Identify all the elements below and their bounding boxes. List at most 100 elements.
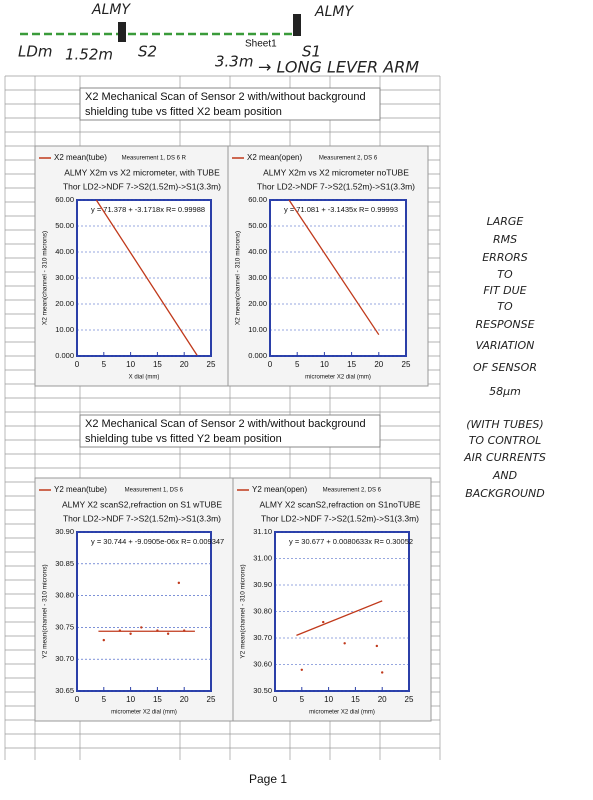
fit-equation: y = 30.744 + -9.0905e-06x R= 0.009347 <box>91 537 224 546</box>
data-point <box>375 644 379 648</box>
handwritten-note: ERRORS <box>482 251 528 264</box>
y-axis-label: Y2 mean(channel - 310 microns) <box>42 564 49 658</box>
chart-title: ALMY X2m vs X2 micrometer, with TUBE <box>64 167 220 177</box>
y-tick-label: 30.80 <box>55 591 74 600</box>
section-title: shielding tube vs fitted Y2 beam positio… <box>85 433 282 445</box>
data-point <box>300 668 303 671</box>
x-tick-label: 15 <box>153 360 162 369</box>
section-box <box>79 414 381 448</box>
data-point <box>118 629 122 632</box>
chart-subtitle: Thor LD2->NDF 7->S2(1.52m)->S1(3.3m) <box>261 513 419 523</box>
handwritten-note: 58µm <box>489 385 521 398</box>
x-tick-label: 20 <box>180 695 189 704</box>
handwritten-note: OF SENSOR <box>473 361 537 374</box>
chart-subtitle: Thor LD2->NDF 7->S2(1.52m)->S1(3.3m) <box>257 181 415 191</box>
chart-header: Measurement 1, DS 6 <box>125 488 184 494</box>
x-axis-label: X dial (mm) <box>129 375 160 381</box>
x-tick-label: 10 <box>320 360 329 369</box>
x-tick-label: 15 <box>153 695 162 704</box>
handwritten-note: AND <box>492 469 517 482</box>
y-tick-label: 60.00 <box>55 195 74 204</box>
x-tick-label: 5 <box>300 695 305 704</box>
handwritten-note: BACKGROUND <box>465 487 545 500</box>
fit-line <box>296 600 383 636</box>
sensor-s2 <box>118 22 126 42</box>
x-tick-label: 15 <box>351 695 360 704</box>
handwritten-note: TO CONTROL <box>469 434 542 447</box>
handwritten-note: RMS <box>493 233 517 246</box>
handwritten-label: 1.52m <box>65 46 113 64</box>
x-tick-label: 15 <box>347 360 356 369</box>
x-axis-label: micrometer X2 dial (mm) <box>111 710 177 716</box>
y-tick-label: 30.90 <box>55 527 74 536</box>
x-tick-label: 0 <box>273 695 278 704</box>
x-tick-label: 5 <box>102 360 107 369</box>
handwritten-note: FIT DUE <box>483 284 526 297</box>
handwritten-note: TO <box>497 268 513 281</box>
fit-line <box>288 199 380 336</box>
legend-label: Y2 mean(tube) <box>54 485 107 494</box>
y-axis-label: X2 mean(channel - 310 microns) <box>42 231 49 325</box>
handwritten-label: S2 <box>138 43 157 61</box>
data-point <box>183 629 186 632</box>
chart-header: Measurement 2, DS 6 <box>323 488 382 494</box>
handwritten-label: 3.3m <box>215 53 253 71</box>
handwritten-note: RESPONSE <box>475 318 534 331</box>
y-tick-label: 10.00 <box>248 325 267 334</box>
data-point <box>140 626 143 629</box>
handwritten-label: LDm <box>18 43 53 61</box>
handwritten-label: ALMY <box>314 4 354 20</box>
x-tick-label: 10 <box>324 695 333 704</box>
legend-label: X2 mean(tube) <box>54 153 107 162</box>
sensor-s1 <box>293 14 301 36</box>
chart-title: ALMY X2 scanS2,refraction on S1 wTUBE <box>62 499 222 509</box>
x-tick-label: 0 <box>268 360 273 369</box>
x-tick-label: 20 <box>180 360 189 369</box>
x-tick-label: 25 <box>402 360 411 369</box>
plot-area <box>76 531 212 692</box>
section-box <box>79 87 381 121</box>
chart-header: Measurement 1, DS 6 R <box>122 156 187 162</box>
handwritten-label: → LONG LEVER ARM <box>258 58 419 77</box>
y-tick-label: 30.70 <box>253 633 272 642</box>
data-point <box>156 629 159 632</box>
handwritten-note: TO <box>497 300 513 313</box>
y-tick-label: 20.00 <box>248 299 267 308</box>
handwritten-note: (WITH TUBES) <box>466 418 543 431</box>
section-title: X2 Mechanical Scan of Sensor 2 with/with… <box>85 91 366 103</box>
x-tick-label: 20 <box>378 695 387 704</box>
y-tick-label: 0.000 <box>55 351 74 360</box>
x-tick-label: 20 <box>374 360 383 369</box>
fit-line <box>95 199 198 356</box>
x-tick-label: 5 <box>295 360 300 369</box>
y-tick-label: 30.85 <box>55 559 74 568</box>
handwritten-note: VARIATION <box>476 339 535 352</box>
data-point <box>102 638 106 642</box>
page-footer: Page 1 <box>249 772 287 786</box>
y-tick-label: 50.00 <box>55 221 74 230</box>
y-tick-label: 10.00 <box>55 325 74 334</box>
handwritten-note: AIR CURRENTS <box>463 451 546 464</box>
data-point <box>129 632 132 635</box>
section-title: X2 Mechanical Scan of Sensor 2 with/with… <box>85 418 366 430</box>
y-axis-label: Y2 mean(channel - 310 microns) <box>240 564 247 658</box>
chart-subtitle: Thor LD2->NDF 7->S2(1.52m)->S1(3.3m) <box>63 513 221 523</box>
legend-label: Y2 mean(open) <box>252 485 307 494</box>
x-tick-label: 0 <box>75 360 80 369</box>
y-tick-label: 40.00 <box>55 247 74 256</box>
data-point <box>177 581 181 585</box>
fit-equation: y = 30.677 + 0.0080633x R= 0.30052 <box>289 537 413 546</box>
x-tick-label: 25 <box>405 695 414 704</box>
y-tick-label: 30.00 <box>248 273 267 282</box>
y-axis-label: X2 mean(channel - 310 microns) <box>235 231 242 325</box>
section-title: shielding tube vs fitted X2 beam positio… <box>85 106 282 118</box>
y-tick-label: 31.10 <box>253 527 272 536</box>
y-tick-label: 30.65 <box>55 686 74 695</box>
x-axis-label: micrometer X2 dial (mm) <box>305 375 371 381</box>
handwritten-label: S1 <box>302 43 321 61</box>
chart-subtitle: Thor LD2->NDF 7->S2(1.52m)->S1(3.3m) <box>63 181 221 191</box>
data-point <box>343 642 346 645</box>
y-tick-label: 0.000 <box>248 351 267 360</box>
y-tick-label: 30.00 <box>55 273 74 282</box>
x-tick-label: 0 <box>75 695 80 704</box>
